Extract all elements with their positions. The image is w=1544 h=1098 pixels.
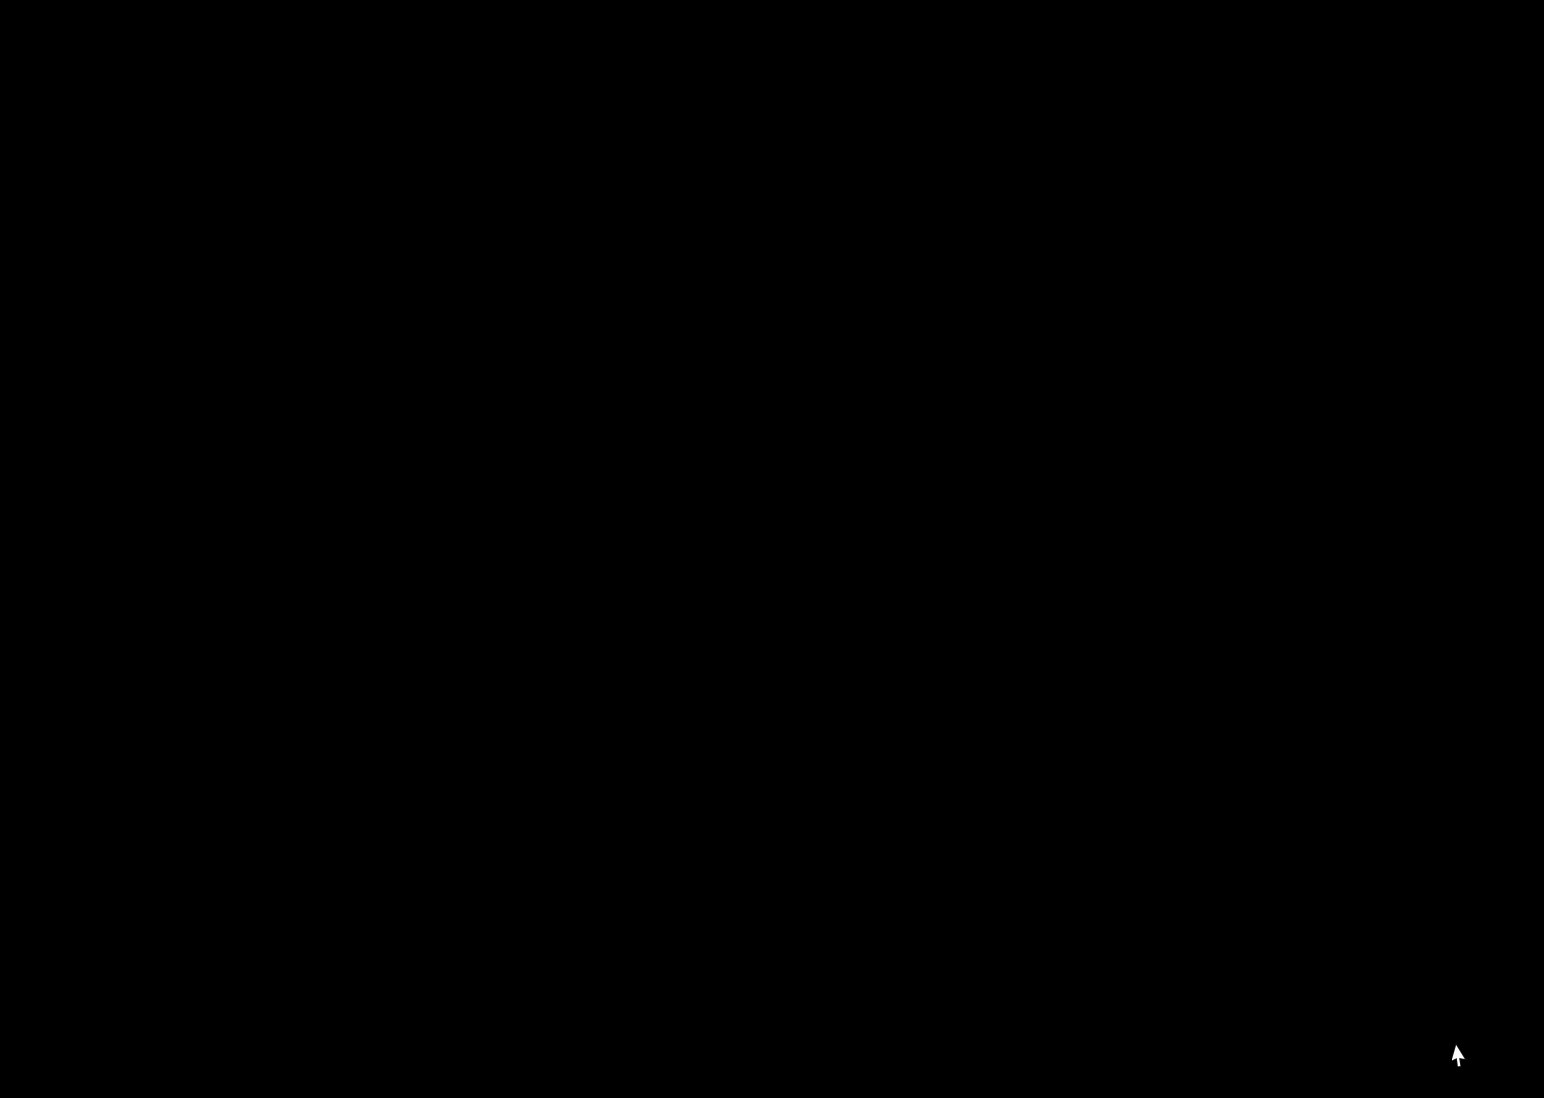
mouse-cursor-icon	[1452, 1043, 1467, 1068]
colorbar	[1493, 350, 1510, 750]
